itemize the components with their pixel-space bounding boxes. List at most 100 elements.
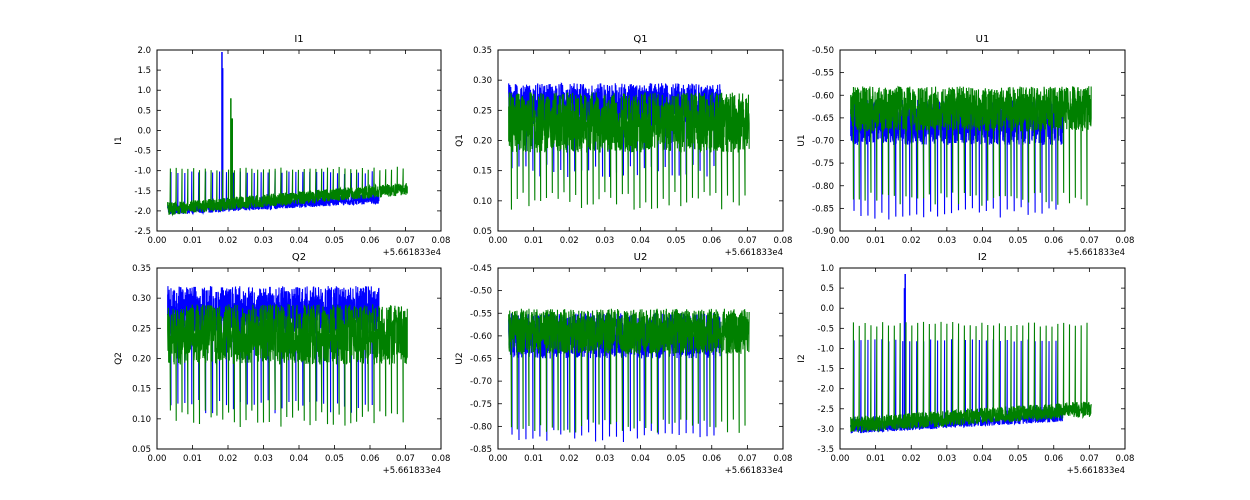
subplot-title: Q2: [292, 252, 306, 263]
y-tick-label: -0.45: [470, 264, 492, 274]
x-tick-label: 0.07: [738, 454, 757, 464]
x-tick-label: 0.04: [973, 454, 992, 464]
y-axis-label: U1: [797, 134, 807, 146]
x-tick-label: 0.04: [973, 236, 992, 246]
x-tick-label: 0.03: [595, 236, 614, 246]
x-tick-label: 0.01: [524, 454, 543, 464]
x-tick-label: 0.01: [524, 236, 543, 246]
y-tick-label: -1.0: [134, 167, 151, 177]
x-tick-label: 0.05: [667, 236, 686, 246]
subplot-title: Q1: [633, 34, 647, 45]
x-tick-label: 0.08: [774, 454, 793, 464]
y-tick-label: -2.0: [817, 385, 834, 395]
y-tick-label: 0.05: [473, 227, 492, 237]
x-tick-label: 0.08: [774, 236, 793, 246]
y-tick-label: -0.50: [470, 287, 492, 297]
subplot-title: I1: [294, 34, 303, 45]
y-tick-label: 0.15: [473, 167, 492, 177]
x-tick-label: 0.00: [831, 236, 850, 246]
y-tick-label: -0.55: [812, 69, 834, 79]
series-green-line: [167, 166, 408, 217]
y-tick-label: 0.0: [820, 304, 834, 314]
y-tick-label: -1.5: [134, 187, 151, 197]
x-tick-label: 0.00: [148, 236, 167, 246]
x-tick-label: 0.06: [1044, 236, 1063, 246]
x-tick-label: 0.07: [738, 236, 757, 246]
x-tick-label: 0.01: [866, 454, 885, 464]
y-tick-label: -0.60: [470, 332, 492, 342]
y-tick-label: 0.30: [132, 294, 151, 304]
y-tick-label: 0.10: [473, 197, 492, 207]
x-tick-label: 0.04: [631, 454, 650, 464]
x-tick-label: 0.02: [560, 236, 579, 246]
y-tick-label: -2.5: [134, 227, 151, 237]
x-tick-label: 0.07: [1080, 454, 1099, 464]
x-tick-label: 0.05: [1009, 454, 1028, 464]
x-tick-label: 0.06: [702, 454, 721, 464]
x-tick-label: 0.08: [1116, 236, 1135, 246]
y-tick-label: 0.5: [137, 106, 151, 116]
y-tick-label: -0.60: [812, 91, 834, 101]
y-tick-label: -0.65: [812, 114, 834, 124]
x-tick-label: 0.02: [902, 236, 921, 246]
y-tick-label: 2.0: [137, 46, 151, 56]
x-tick-label: 0.04: [631, 236, 650, 246]
y-tick-label: 0.20: [473, 137, 492, 147]
y-tick-label: 1.0: [137, 86, 151, 96]
x-tick-label: 0.01: [866, 236, 885, 246]
y-tick-label: -0.5: [134, 147, 151, 157]
y-tick-label: 0.05: [132, 445, 151, 455]
y-axis-label: Q1: [455, 134, 465, 147]
y-tick-label: 0.25: [473, 106, 492, 116]
x-tick-label: 0.02: [219, 236, 238, 246]
y-axis-label: I1: [114, 136, 124, 144]
x-tick-label: 0.07: [396, 454, 415, 464]
x-tick-label: 0.05: [1009, 236, 1028, 246]
x-tick-label: 0.00: [489, 236, 508, 246]
x-tick-label: 0.03: [254, 236, 273, 246]
x-offset-label: +5.661833e4: [383, 466, 441, 476]
x-offset-label: +5.661833e4: [1067, 466, 1125, 476]
y-tick-label: 0.35: [473, 46, 492, 56]
y-tick-label: -0.75: [470, 400, 492, 410]
y-tick-label: 0.30: [473, 76, 492, 86]
y-tick-label: -3.5: [817, 445, 834, 455]
x-tick-label: 0.05: [325, 236, 344, 246]
x-tick-label: 0.03: [937, 454, 956, 464]
x-tick-label: 0.03: [254, 454, 273, 464]
x-tick-label: 0.06: [361, 454, 380, 464]
x-tick-label: 0.04: [290, 236, 309, 246]
y-tick-label: -0.70: [470, 377, 492, 387]
series-green-line: [508, 92, 750, 210]
y-tick-label: 0.5: [820, 284, 834, 294]
x-offset-label: +5.661833e4: [725, 466, 783, 476]
y-tick-label: 0.20: [132, 355, 151, 365]
y-tick-label: -0.85: [470, 445, 492, 455]
x-tick-label: 0.01: [183, 454, 202, 464]
y-tick-label: -0.80: [812, 182, 834, 192]
y-tick-label: -2.0: [134, 207, 151, 217]
subplot-u2: 0.00 0.01 0.02 0.03 0.04 0.05 0.06 0.07 0.08 -0.8…: [455, 252, 792, 476]
series-green-line: [850, 85, 1092, 206]
y-tick-label: 0.0: [137, 126, 151, 136]
subplot-i1: 0.00 0.01 0.02 0.03 0.04 0.05 0.06 0.07 0.08 -2.5…: [114, 34, 450, 258]
series-green-line: [508, 308, 750, 433]
y-tick-label: 0.15: [132, 385, 151, 395]
subplot-title: U1: [976, 34, 990, 45]
y-tick-label: -3.0: [817, 425, 834, 435]
x-tick-label: 0.00: [148, 454, 167, 464]
y-tick-label: 0.10: [132, 415, 151, 425]
x-tick-label: 0.06: [361, 236, 380, 246]
subplot-u1: 0.00 0.01 0.02 0.03 0.04 0.05 0.06 0.07 0.08 -0.9…: [797, 34, 1134, 258]
y-axis-label: Q2: [114, 352, 124, 365]
x-tick-label: 0.08: [432, 236, 451, 246]
y-tick-label: -0.50: [812, 46, 834, 56]
y-tick-label: -0.5: [817, 324, 834, 334]
x-tick-label: 0.08: [1116, 454, 1135, 464]
x-tick-label: 0.04: [290, 454, 309, 464]
y-tick-label: -0.80: [470, 422, 492, 432]
y-tick-label: -2.5: [817, 405, 834, 415]
y-tick-label: -1.5: [817, 365, 834, 375]
x-tick-label: 0.07: [1080, 236, 1099, 246]
y-tick-label: 0.25: [132, 324, 151, 334]
